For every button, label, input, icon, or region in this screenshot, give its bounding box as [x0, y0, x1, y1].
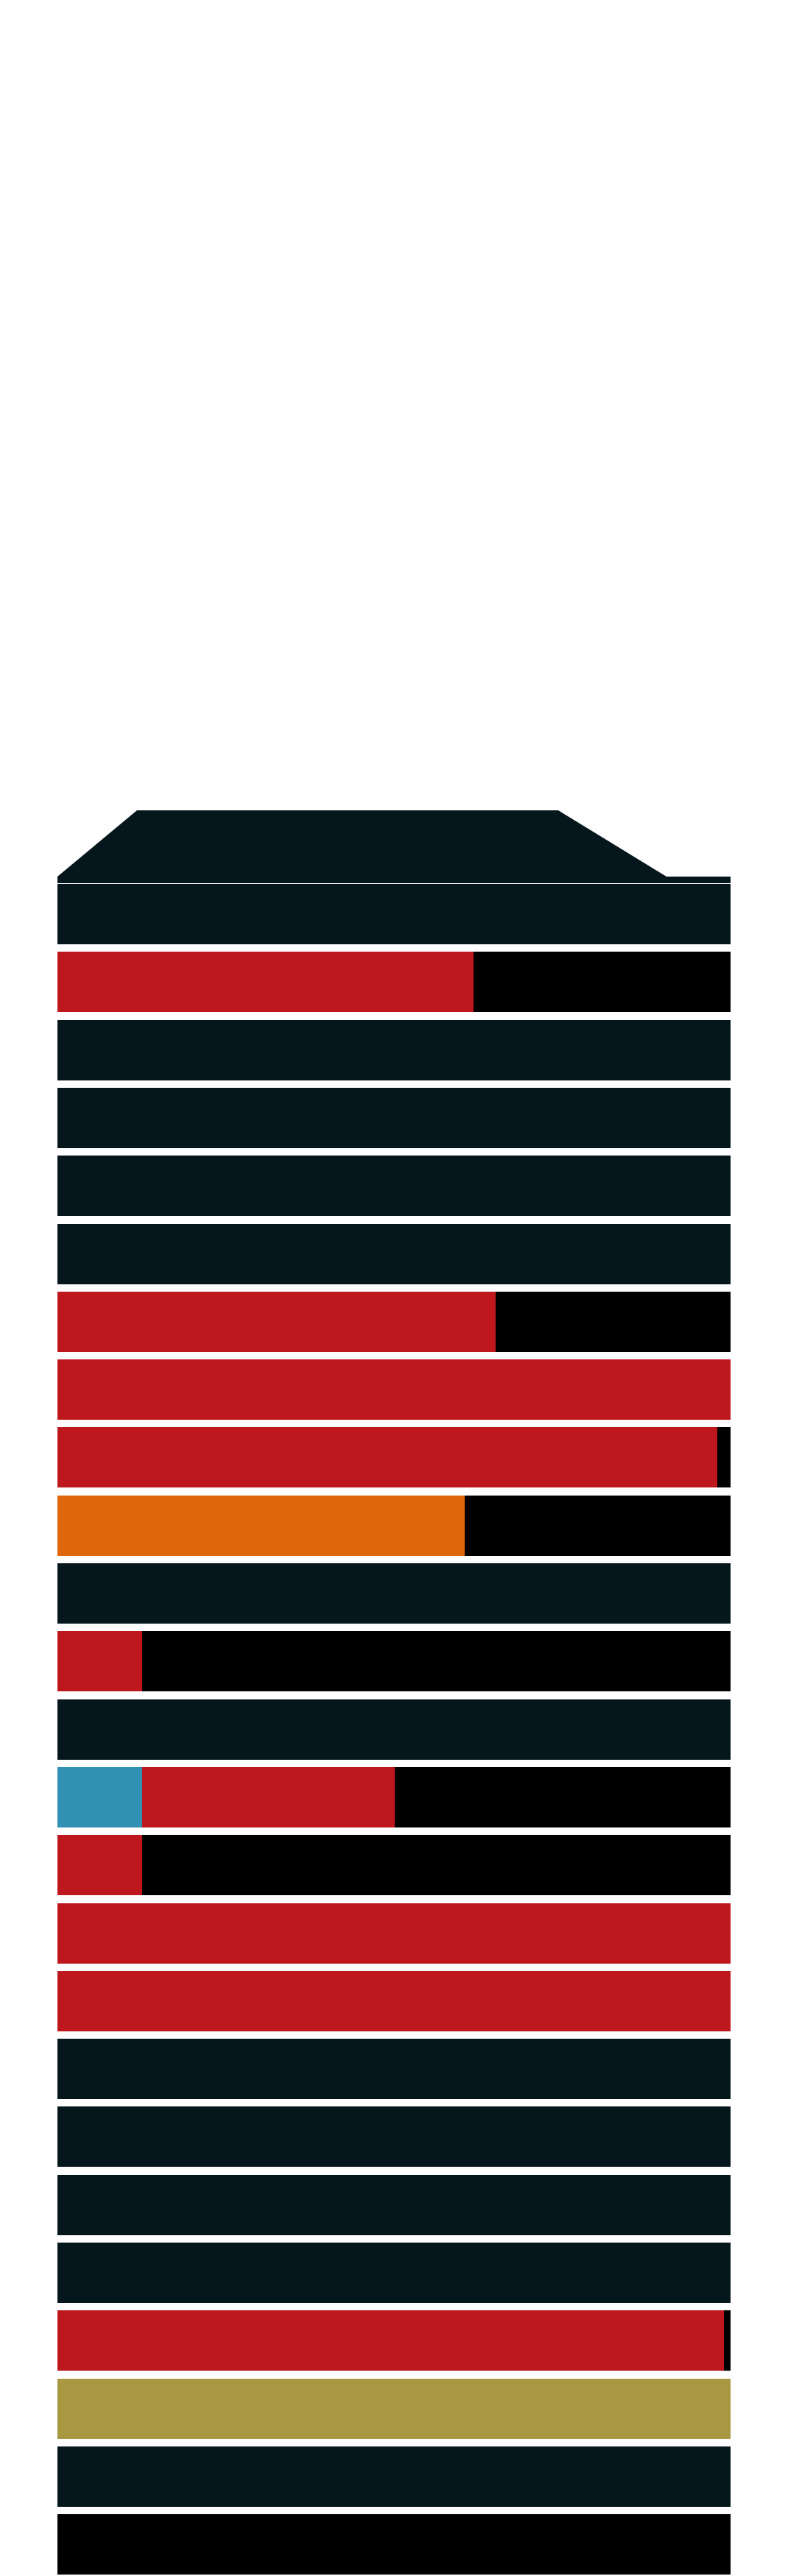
bar-row	[57, 1427, 731, 1487]
bar-segment-dark	[57, 884, 731, 944]
bar-row	[57, 1631, 731, 1691]
bar-row	[57, 2243, 731, 2303]
bar-row	[57, 1835, 731, 1895]
bar-segment-dark	[57, 1563, 731, 1624]
bar-segment-red	[57, 2310, 724, 2371]
bar-row	[57, 1359, 731, 1420]
top-cap-polygon	[57, 810, 731, 883]
bar-segment-dark	[57, 2039, 731, 2099]
bar-row	[57, 1020, 731, 1080]
bar-segment-red	[142, 1767, 395, 1827]
bar-segment-black	[394, 1767, 731, 1827]
bar-row	[57, 2446, 731, 2507]
bar-segment-black	[142, 1835, 731, 1895]
bar-row	[57, 1971, 731, 2031]
bar-row	[57, 1496, 731, 1556]
bar-segment-red	[57, 1971, 731, 2031]
bar-segment-red	[57, 1427, 717, 1487]
bar-row	[57, 2039, 731, 2099]
bar-row	[57, 2514, 731, 2575]
bar-segment-black	[464, 1496, 731, 1556]
bar-row	[57, 2175, 731, 2235]
bar-segment-olive	[57, 2379, 731, 2439]
bar-segment-red	[57, 952, 474, 1012]
bar-segment-dark	[57, 2243, 731, 2303]
bar-segment-black	[142, 1631, 731, 1691]
bar-row	[57, 952, 731, 1012]
bar-row	[57, 1156, 731, 1216]
bar-segment-red	[57, 1903, 731, 1964]
bar-segment-red	[57, 1835, 143, 1895]
bar-row	[57, 1088, 731, 1148]
bar-segment-black	[717, 1427, 731, 1487]
bar-segment-dark	[57, 1156, 731, 1216]
bar-segment-orange	[57, 1496, 465, 1556]
bar-segment-dark	[57, 1020, 731, 1080]
bar-row	[57, 2310, 731, 2371]
bar-segment-black	[473, 952, 731, 1012]
bar-segment-dark	[57, 1699, 731, 1760]
bar-row	[57, 1563, 731, 1624]
bar-segment-black	[496, 1292, 731, 1352]
bar-segment-red	[57, 1359, 731, 1420]
bar-segment-dark	[57, 1088, 731, 1148]
bar-segment-red	[57, 1631, 143, 1691]
bar-row	[57, 2379, 731, 2439]
bar-segment-blue	[57, 1767, 143, 1827]
bar-row	[57, 884, 731, 944]
bar-row	[57, 1699, 731, 1760]
bar-segment-dark	[57, 2106, 731, 2167]
top-cap-shape	[57, 810, 731, 883]
bar-row	[57, 1767, 731, 1827]
bar-segment-dark	[57, 1224, 731, 1284]
bar-row	[57, 2106, 731, 2167]
bar-segment-dark	[57, 2175, 731, 2235]
bar-row	[57, 1292, 731, 1352]
bar-row	[57, 1903, 731, 1964]
bar-row	[57, 1224, 731, 1284]
bar-segment-red	[57, 1292, 496, 1352]
bar-segment-black	[57, 2514, 731, 2575]
bar-segment-black	[723, 2310, 731, 2371]
bar-segment-dark	[57, 2446, 731, 2507]
